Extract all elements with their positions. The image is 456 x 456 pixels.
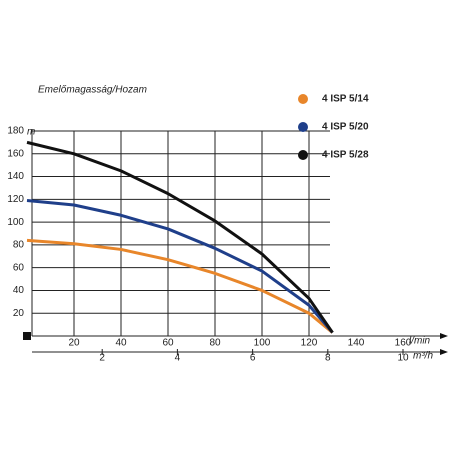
x-tick-label: 100	[254, 338, 271, 349]
x2-tick-label: 2	[99, 353, 105, 364]
y-tick-label: 120	[7, 194, 24, 205]
x2-tick-label: 10	[397, 353, 409, 364]
x-tick-label: 160	[395, 338, 412, 349]
y-tick-label: 180	[7, 126, 24, 137]
x-tick-label: 120	[301, 338, 318, 349]
legend-label: 4 ISP 5/20	[322, 122, 369, 133]
x-tick-label: 80	[209, 338, 221, 349]
series-line	[26, 238, 334, 334]
x-tick-label: 60	[162, 338, 174, 349]
x-unit: l/min	[409, 336, 431, 347]
legend-marker	[298, 150, 308, 160]
x2-tick-label: 8	[325, 353, 331, 364]
legend-marker	[298, 122, 308, 132]
chart-title: Emelőmagasság/Hozam	[38, 85, 147, 96]
y-tick-label: 40	[13, 285, 25, 296]
y-unit: m	[27, 127, 35, 138]
x2-tick-label: 4	[175, 353, 181, 364]
legend-label: 4 ISP 5/14	[322, 94, 369, 105]
series-line	[26, 140, 334, 334]
origin-marker	[23, 332, 31, 340]
legend-label: 4 ISP 5/28	[322, 150, 369, 161]
x2-tick-label: 6	[250, 353, 256, 364]
x2-axis-arrow	[440, 349, 448, 355]
legend-marker	[298, 94, 308, 104]
x-tick-label: 40	[115, 338, 127, 349]
x2-unit: m³/h	[413, 351, 433, 362]
x-axis-arrow	[440, 333, 448, 339]
series-line	[26, 198, 334, 334]
x-tick-label: 20	[68, 338, 80, 349]
y-tick-label: 60	[13, 262, 25, 273]
y-tick-label: 80	[13, 240, 25, 251]
y-tick-label: 160	[7, 148, 24, 159]
y-tick-label: 140	[7, 171, 24, 182]
y-tick-label: 100	[7, 217, 24, 228]
y-tick-label: 20	[13, 308, 25, 319]
x-tick-label: 140	[348, 338, 365, 349]
